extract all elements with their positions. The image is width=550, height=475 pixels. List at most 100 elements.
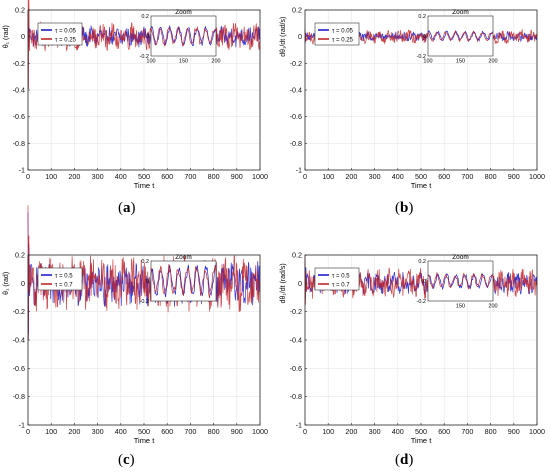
inset-frame xyxy=(427,260,494,302)
y-tick-label-5: 0 xyxy=(298,279,302,288)
chart-c: 0 100 200 300 400 500 600 700 800 900 1000 -1 -0.8 -0… xyxy=(3,205,268,445)
inset-title: Zoom xyxy=(452,9,469,16)
inset-series-line-2 xyxy=(150,264,217,299)
y-tick-label-3: -0.4 xyxy=(13,86,25,95)
y-axis-label: θ₁ (rad) xyxy=(3,272,10,295)
panel-b: 0 100 200 300 400 500 600 700 800 900 1000 -1 -0.8 -0… xyxy=(275,0,550,237)
x-tick-label-10: 1000 xyxy=(252,172,268,181)
x-tick-label-10: 1000 xyxy=(252,427,268,436)
x-tick-label-3: 300 xyxy=(369,172,381,181)
legend: τ = 0.05 τ = 0.25 xyxy=(37,22,83,46)
legend: τ = 0.5 τ = 0.7 xyxy=(37,267,83,291)
x-tick-label-5: 500 xyxy=(415,427,427,436)
x-tick-label-6: 600 xyxy=(161,427,173,436)
inset-y-tick-label-2: 0.2 xyxy=(418,14,426,20)
inset-x-tick-label-1: 150 xyxy=(456,59,465,65)
legend-label-1: τ = 0.05 xyxy=(332,28,354,34)
inset-x-tick-label-2: 200 xyxy=(211,59,220,65)
inset-x-tick-label-0: 150 xyxy=(456,304,465,310)
inset-x-tick-label-1: 150 xyxy=(179,59,188,65)
x-tick-label-5: 500 xyxy=(415,172,427,181)
x-tick-label-6: 600 xyxy=(438,427,450,436)
legend: τ = 0.05 τ = 0.25 xyxy=(314,22,360,46)
y-tick-label-6: 0.2 xyxy=(292,6,302,15)
panel-d: 0 100 200 300 400 500 600 700 800 900 1000 -1 -0.8 -0… xyxy=(275,240,550,475)
y-tick-label-6: 0.2 xyxy=(15,251,25,260)
caption-d: (d) xyxy=(395,452,414,468)
x-tick-label-0: 0 xyxy=(303,427,307,436)
inset-y-tick-label-1: 0 xyxy=(146,279,149,285)
y-tick-label-5: 0 xyxy=(21,32,25,41)
x-tick-label-9: 900 xyxy=(231,172,243,181)
x-tick-label-7: 700 xyxy=(461,427,473,436)
y-tick-label-2: -0.6 xyxy=(290,364,302,373)
inset-y-tick-label-1: 0 xyxy=(146,34,149,40)
caption-c: (c) xyxy=(118,452,135,468)
legend-label-2: τ = 0.7 xyxy=(55,282,73,288)
y-tick-label-4: -0.2 xyxy=(290,307,302,316)
y-axis-label: dθ₁/dt (rad/s) xyxy=(280,17,287,57)
inset-series-line-2 xyxy=(427,271,494,290)
inset-y-tick-label-0: -0.2 xyxy=(417,54,426,60)
x-tick-label-8: 800 xyxy=(208,427,220,436)
inset-zoom: Zoom -0.2 0 0.2 100 150 200 xyxy=(140,9,221,65)
x-axis-label: Time t xyxy=(411,436,432,445)
legend-label-1: τ = 0.5 xyxy=(55,273,73,279)
x-tick-label-1: 100 xyxy=(322,172,334,181)
y-tick-label-2: -0.6 xyxy=(13,364,25,373)
y-tick-label-0: -1 xyxy=(296,421,302,430)
x-tick-label-1: 100 xyxy=(322,427,334,436)
legend-label-1: τ = 0.5 xyxy=(332,273,350,279)
grid xyxy=(304,254,538,426)
inset-x-tick-label-0: 100 xyxy=(423,59,432,65)
y-tick-label-4: -0.2 xyxy=(13,59,25,68)
inset-frame xyxy=(427,15,494,57)
y-tick-label-2: -0.6 xyxy=(13,112,25,121)
x-tick-label-4: 400 xyxy=(392,172,404,181)
y-tick-label-1: -0.8 xyxy=(13,139,25,148)
panel-c: 0 100 200 300 400 500 600 700 800 900 1000 -1 -0.8 -0… xyxy=(0,205,275,475)
x-tick-label-7: 700 xyxy=(184,427,196,436)
caption-a: (a) xyxy=(118,200,136,216)
caption-b: (b) xyxy=(395,200,414,216)
inset-title: Zoom xyxy=(452,254,469,261)
x-tick-label-9: 900 xyxy=(231,427,243,436)
inset-y-tick-label-2: 0.2 xyxy=(141,14,149,20)
x-tick-label-1: 100 xyxy=(45,172,57,181)
x-tick-label-2: 200 xyxy=(345,172,357,181)
inset-zoom: Zoom -0.2 0 0.2 150 200 xyxy=(417,254,498,310)
inset-y-tick-label-2: 0.2 xyxy=(418,259,426,265)
x-axis-label: Time t xyxy=(411,181,432,190)
inset-frame xyxy=(150,15,217,57)
inset-zoom: Zoom -0.2 0 0.2 xyxy=(140,254,217,305)
y-tick-label-4: -0.2 xyxy=(290,59,302,68)
x-tick-label-4: 400 xyxy=(115,427,127,436)
x-tick-label-10: 1000 xyxy=(529,172,545,181)
x-tick-label-8: 800 xyxy=(485,172,497,181)
legend: τ = 0.5 τ = 0.7 xyxy=(314,267,360,291)
y-tick-label-0: -1 xyxy=(19,421,25,430)
inset-series-line-2 xyxy=(150,25,217,47)
legend-label-2: τ = 0.25 xyxy=(55,37,77,43)
x-tick-label-6: 600 xyxy=(438,172,450,181)
inset-y-tick-label-2: 0.2 xyxy=(141,259,149,265)
inset-title: Zoom xyxy=(175,9,192,16)
x-axis-label: Time t xyxy=(134,181,155,190)
x-tick-label-4: 400 xyxy=(115,172,127,181)
inset-y-tick-label-1: 0 xyxy=(423,34,426,40)
y-tick-label-6: 0.2 xyxy=(15,6,25,15)
inset-x-tick-label-1: 200 xyxy=(488,304,497,310)
x-tick-label-7: 700 xyxy=(184,172,196,181)
x-tick-label-2: 200 xyxy=(345,427,357,436)
inset-y-tick-label-0: -0.2 xyxy=(140,54,149,60)
legend-label-2: τ = 0.7 xyxy=(332,282,350,288)
inset-x-tick-label-0: 100 xyxy=(146,59,155,65)
y-tick-label-3: -0.4 xyxy=(290,86,302,95)
y-tick-label-1: -0.8 xyxy=(13,392,25,401)
inset-zoom: Zoom -0.2 0 0.2 100 150 200 xyxy=(417,9,498,65)
x-tick-label-8: 800 xyxy=(208,172,220,181)
x-tick-label-4: 400 xyxy=(392,427,404,436)
inset-title: Zoom xyxy=(175,254,192,261)
series-line-2 xyxy=(27,205,261,340)
inset-series-line-2 xyxy=(427,30,493,43)
